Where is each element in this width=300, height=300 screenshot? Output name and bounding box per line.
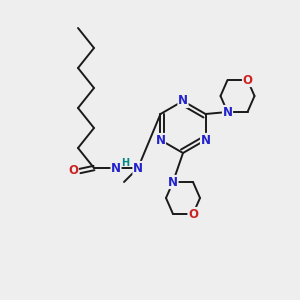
Text: N: N: [200, 134, 211, 146]
Text: O: O: [68, 164, 78, 178]
Text: O: O: [188, 208, 198, 220]
Text: N: N: [223, 106, 232, 118]
Text: H: H: [121, 158, 129, 168]
Text: N: N: [168, 176, 178, 188]
Text: N: N: [133, 161, 143, 175]
Text: O: O: [242, 74, 253, 86]
Text: N: N: [178, 94, 188, 107]
Text: N: N: [111, 161, 121, 175]
Text: N: N: [155, 134, 166, 146]
